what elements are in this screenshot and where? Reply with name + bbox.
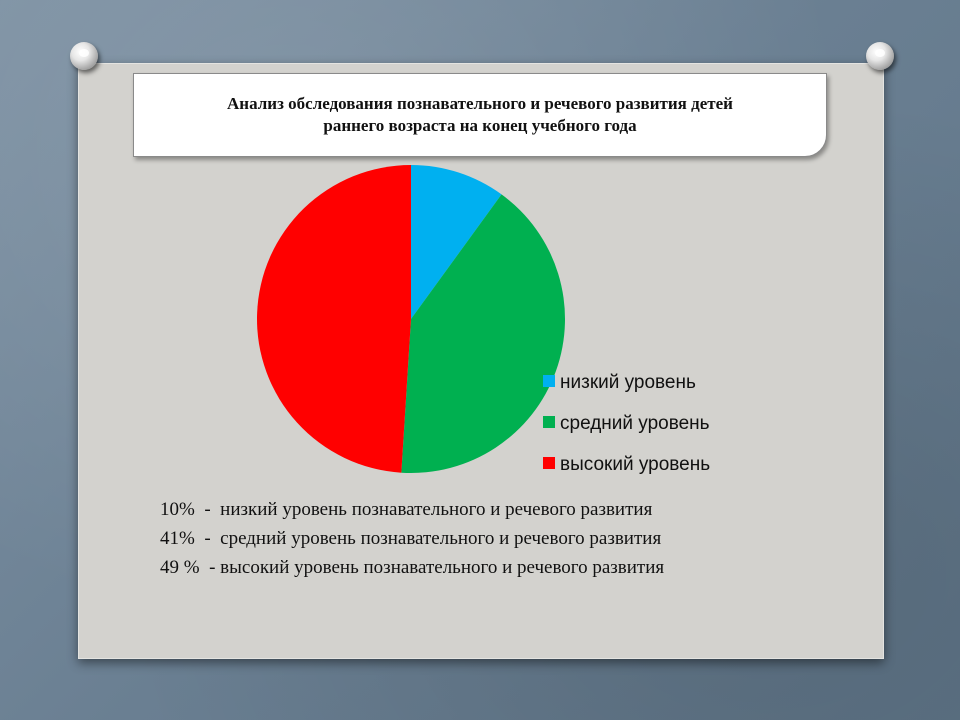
title-box: Анализ обследования познавательного и ре…: [133, 73, 827, 157]
pie-slice-1: [401, 194, 565, 473]
legend-label: низкий уровень: [560, 372, 696, 393]
pie-slice-0: [411, 165, 502, 319]
legend-swatch: [543, 457, 555, 469]
pushpin-icon: [70, 42, 98, 70]
stat-line-medium: 41% - средний уровень познавательного и …: [160, 528, 662, 549]
legend-label: средний уровень: [560, 413, 710, 434]
pie-slice-2: [257, 165, 411, 473]
legend-swatch: [543, 375, 555, 387]
legend-label: высокий уровень: [560, 454, 710, 475]
stats-list: 10% - низкий уровень познавательного и р…: [160, 495, 840, 582]
stat-line-high: 49 % - высокий уровень познавательного и…: [160, 557, 665, 578]
stat-line-low: 10% - низкий уровень познавательного и р…: [160, 499, 653, 520]
slide-title: Анализ обследования познавательного и ре…: [227, 94, 733, 135]
legend-swatch: [543, 416, 555, 428]
pushpin-icon: [866, 42, 894, 70]
